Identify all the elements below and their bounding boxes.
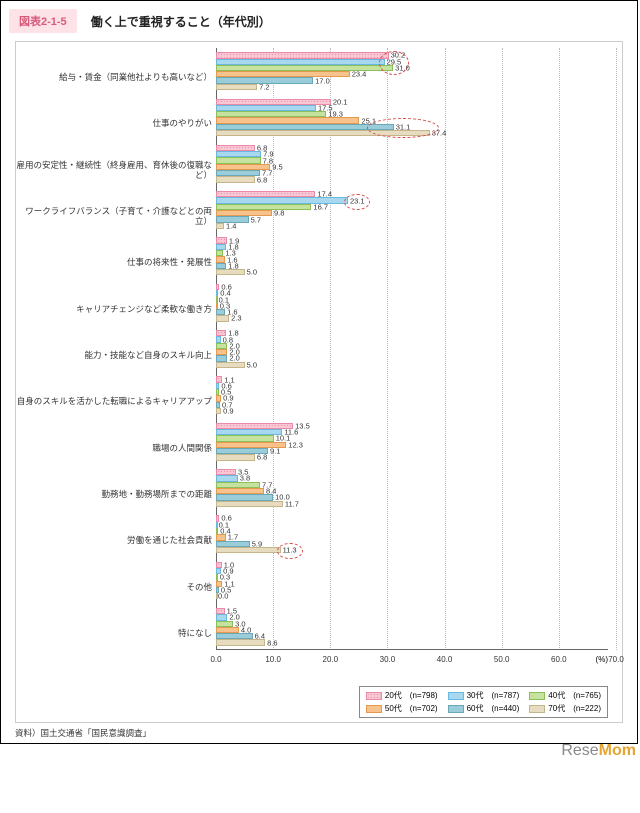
category-label: 給与・賃金（同業他社よりも高いなど） — [16, 72, 212, 82]
category-label: その他 — [16, 581, 212, 591]
value-label: 5.0 — [247, 360, 257, 369]
bar — [216, 269, 245, 275]
category-label: 自身のスキルを活かした転職によるキャリアアップ — [16, 396, 212, 406]
chart-title: 働く上で重視すること（年代別） — [91, 13, 271, 30]
bar — [216, 223, 224, 229]
legend-item: 30代 (n=787) — [448, 690, 520, 701]
bar — [216, 547, 281, 553]
legend-item: 40代 (n=765) — [529, 690, 601, 701]
value-label: 7.2 — [259, 82, 269, 91]
bar-chart: 0.0 10.0 20.0 30.0 40.0 50.0 60.0 70.0(%) 給与・賃金（… — [15, 41, 623, 723]
value-label: 0.9 — [223, 407, 233, 416]
bar — [216, 315, 229, 321]
value-label: 2.3 — [231, 314, 241, 323]
value-label: 5.0 — [247, 268, 257, 277]
value-label: 0.0 — [218, 592, 228, 601]
x-tick: 60.0 — [551, 655, 567, 664]
bar — [216, 501, 283, 507]
value-label: 6.8 — [257, 175, 267, 184]
legend-item: 50代 (n=702) — [366, 703, 438, 714]
value-label: 20.1 — [333, 97, 348, 106]
category-label: 仕事のやりがい — [16, 118, 212, 128]
category-label: 特になし — [16, 628, 212, 638]
x-unit: (%) — [596, 655, 608, 664]
value-label: 6.8 — [257, 453, 267, 462]
annotation-circle — [277, 543, 303, 559]
x-tick: 10.0 — [265, 655, 281, 664]
annotation-circle — [344, 194, 370, 210]
x-tick: 30.0 — [380, 655, 396, 664]
bar — [216, 454, 255, 460]
annotation-circle — [367, 118, 439, 138]
legend-item: 70代 (n=222) — [529, 703, 601, 714]
value-label: 9.5 — [272, 162, 282, 171]
value-label: 17.0 — [315, 76, 330, 85]
legend-item: 60代 (n=440) — [448, 703, 520, 714]
x-tick: 20.0 — [322, 655, 338, 664]
value-label: 23.4 — [352, 70, 367, 79]
value-label: 16.7 — [313, 202, 328, 211]
x-tick: 70.0 — [608, 655, 624, 664]
category-label: 労働を通じた社会貢献 — [16, 535, 212, 545]
value-label: 9.8 — [274, 209, 284, 218]
watermark: ReseMom — [0, 742, 640, 760]
category-label: 職場の人間関係 — [16, 443, 212, 453]
value-label: 1.4 — [226, 221, 236, 230]
bar — [216, 84, 257, 90]
legend: 20代 (n=798) 30代 (n=787) 40代 (n=765) 50代 (n=… — [359, 686, 608, 718]
value-label: 11.7 — [285, 499, 299, 508]
value-label: 12.3 — [288, 440, 303, 449]
category-label: 雇用の安定性・継続性（終身雇用、育休後の復職など） — [16, 160, 212, 180]
value-label: 5.7 — [251, 215, 261, 224]
value-label: 8.6 — [267, 638, 277, 647]
annotation-circle — [379, 51, 409, 75]
bar — [216, 639, 265, 645]
category-label: 仕事の将来性・発展性 — [16, 257, 212, 267]
value-label: 9.1 — [270, 447, 280, 456]
chart-header: 図表2-1-5 働く上で重視すること（年代別） — [9, 9, 629, 33]
x-tick: 40.0 — [437, 655, 453, 664]
bar — [216, 408, 221, 414]
x-tick: 50.0 — [494, 655, 510, 664]
bar — [216, 362, 245, 368]
category-label: 能力・技能など自身のスキル向上 — [16, 350, 212, 360]
category-label: 勤務地・勤務場所までの距離 — [16, 489, 212, 499]
category-label: ワークライフバランス（子育て・介護などとの両立） — [16, 206, 212, 226]
legend-item: 20代 (n=798) — [366, 690, 438, 701]
bar — [216, 176, 255, 182]
category-label: キャリアチェンジなど柔軟な働き方 — [16, 304, 212, 314]
source-text: 資料）国土交通省「国民意識調査」 — [15, 727, 629, 739]
x-tick: 0.0 — [210, 655, 221, 664]
chart-badge: 図表2-1-5 — [9, 9, 77, 33]
